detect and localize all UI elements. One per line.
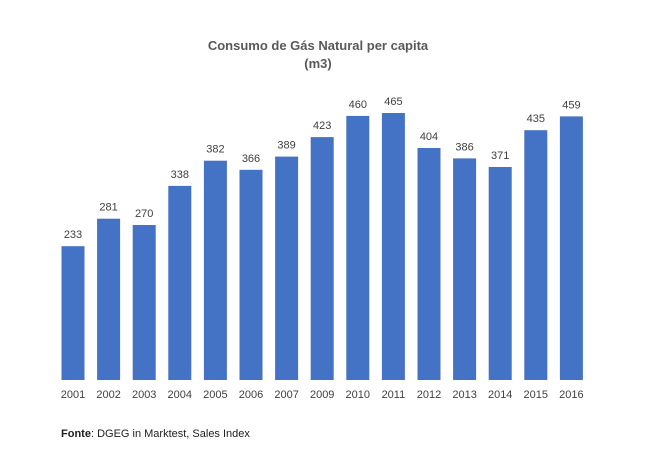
- x-tick-2004: 2004: [168, 389, 192, 401]
- bar-2007: [275, 156, 299, 380]
- x-tick-2009: 2009: [310, 389, 334, 401]
- data-label-2003: 270: [135, 208, 153, 220]
- bar-2002: [97, 218, 121, 380]
- x-tick-2003: 2003: [132, 389, 156, 401]
- bar-2003: [132, 225, 156, 380]
- data-label-2016: 459: [562, 99, 580, 111]
- x-tick-2015: 2015: [524, 389, 548, 401]
- x-tick-2001: 2001: [61, 389, 85, 401]
- x-tick-2013: 2013: [452, 389, 476, 401]
- x-tick-2005: 2005: [203, 389, 227, 401]
- x-axis-ticks: 2001 2002 2003 2004 2005 2006 2007 2009 2010 2011…: [61, 389, 584, 401]
- bar-2010: [346, 115, 370, 381]
- data-label-2014: 371: [491, 150, 509, 162]
- x-tick-2002: 2002: [96, 389, 120, 401]
- x-tick-2012: 2012: [417, 389, 441, 401]
- bar-2016: [559, 116, 583, 381]
- chart-title: Consumo de Gás Natural per capita: [208, 38, 429, 53]
- x-tick-2007: 2007: [274, 389, 298, 401]
- source-text: : DGEG in Marktest, Sales Index: [90, 428, 250, 440]
- x-tick-2006: 2006: [239, 389, 263, 401]
- bar-2004: [168, 185, 192, 380]
- data-label-2010: 460: [349, 99, 367, 111]
- data-label-2009: 423: [313, 120, 331, 132]
- bar-2015: [524, 130, 548, 380]
- bar-2005: [203, 160, 227, 380]
- chart-subtitle: (m3): [304, 56, 331, 71]
- data-label-2013: 386: [455, 141, 473, 153]
- bar-2014: [488, 167, 512, 380]
- data-label-2012: 404: [420, 131, 438, 143]
- data-label-2006: 366: [242, 153, 260, 165]
- bar-2012: [417, 148, 441, 380]
- bar-2001: [61, 246, 85, 380]
- data-label-2001: 233: [64, 229, 82, 241]
- data-label-2007: 389: [277, 140, 295, 152]
- data-label-2004: 338: [171, 169, 189, 181]
- x-tick-2016: 2016: [559, 389, 583, 401]
- data-label-2002: 281: [99, 202, 117, 214]
- source-note: Fonte: DGEG in Marktest, Sales Index: [61, 428, 250, 440]
- bar-2006: [239, 169, 263, 380]
- bars-group: [61, 113, 583, 381]
- data-label-2005: 382: [206, 144, 224, 156]
- bar-2009: [310, 137, 334, 380]
- x-tick-2014: 2014: [488, 389, 512, 401]
- bar-2013: [453, 158, 477, 380]
- bar-2011: [381, 113, 405, 380]
- data-label-2011: 465: [384, 96, 402, 108]
- source-label: Fonte: [61, 428, 91, 440]
- data-labels-group: 233 281 270 338 382 366 389 423 460 465 404 386 371 4…: [64, 96, 581, 241]
- x-tick-2011: 2011: [382, 389, 406, 401]
- x-tick-2010: 2010: [346, 389, 370, 401]
- data-label-2015: 435: [527, 113, 545, 125]
